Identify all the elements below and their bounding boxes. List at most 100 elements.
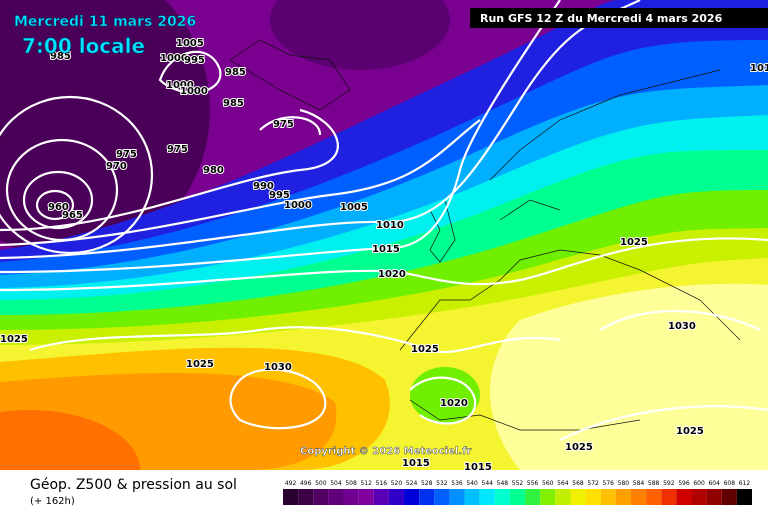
scale-swatch	[661, 489, 677, 505]
run-info: Run GFS 12 Z du Mercredi 4 mars 2026	[480, 12, 723, 25]
scale-swatch	[298, 489, 314, 505]
scale-swatch	[358, 489, 374, 505]
copyright: Copyright © 2026 Meteociel.fr	[300, 446, 471, 457]
scale-swatch	[419, 489, 435, 505]
scale-swatch	[449, 489, 465, 505]
scale-label: 544	[482, 480, 494, 487]
scale-swatch	[646, 489, 662, 505]
scale-swatch	[691, 489, 707, 505]
forecast-date: Mercredi 11 mars 2026	[14, 14, 196, 30]
isobar-label: 1025	[0, 334, 28, 345]
isobar-label: 980	[203, 165, 224, 176]
isobar-label: 985	[225, 67, 246, 78]
forecast-time: 7:00 locale	[22, 34, 145, 58]
scale-swatch	[570, 489, 586, 505]
isobar-label: 970	[106, 161, 127, 172]
isobar-label: 1025	[620, 237, 648, 248]
run-box	[470, 8, 768, 28]
isobar-label: 1020	[440, 398, 468, 409]
scale-swatch	[736, 489, 752, 505]
scale-swatch	[464, 489, 480, 505]
scale-label: 596	[678, 480, 690, 487]
isobar-label: 995	[184, 55, 205, 66]
scale-label: 500	[315, 480, 327, 487]
isobar-label: 101	[750, 63, 768, 74]
scale-swatch	[615, 489, 631, 505]
isobar-label: 975	[167, 144, 188, 155]
scale-swatch	[706, 489, 722, 505]
scale-swatch	[388, 489, 405, 505]
scale-label: 540	[466, 480, 478, 487]
scale-label: 588	[648, 480, 660, 487]
isobar-label: 1015	[402, 458, 430, 469]
color-scale: 492 496 500 504 508 512 516 520 524 528 532 536 540 5…	[283, 480, 752, 505]
isobar-label: 1020	[378, 269, 406, 280]
scale-swatch	[434, 489, 450, 505]
scale-label: 516	[376, 480, 388, 487]
isobar-label: 1025	[676, 426, 704, 437]
isobar-label: 1030	[264, 362, 292, 373]
scale-label: 548	[497, 480, 509, 487]
scale-label: 560	[542, 480, 554, 487]
isobar-label: 995	[269, 190, 290, 201]
scale-label: 496	[300, 480, 312, 487]
isobar-label: 985	[223, 98, 244, 109]
isobar-label: 975	[116, 149, 137, 160]
scale-swatch	[600, 489, 616, 505]
scale-swatch	[479, 489, 495, 505]
scale-label: 572	[587, 480, 599, 487]
scale-label: 552	[512, 480, 524, 487]
scale-swatch	[676, 489, 692, 505]
scale-label: 512	[360, 480, 372, 487]
scale-swatch	[373, 489, 389, 505]
scale-swatch	[509, 489, 526, 505]
isobar-label: 1010	[376, 220, 404, 231]
scale-label: 528	[421, 480, 433, 487]
scale-label: 568	[572, 480, 584, 487]
scale-swatch	[585, 489, 601, 505]
scale-swatch	[313, 489, 329, 505]
legend-lead: (+ 162h)	[30, 496, 75, 507]
scale-swatch	[404, 489, 420, 505]
scale-label: 556	[527, 480, 539, 487]
scale-swatch	[494, 489, 510, 505]
scale-swatch	[630, 489, 647, 505]
scale-swatch	[525, 489, 541, 505]
isobar-label: 965	[62, 210, 83, 221]
scale-label: 576	[603, 480, 615, 487]
isobar-label: 975	[273, 119, 294, 130]
isobar-label: 960	[48, 202, 69, 213]
isobars	[0, 0, 768, 441]
scale-swatch	[555, 489, 571, 505]
isobar-label: 990	[253, 181, 274, 192]
scale-swatch	[540, 489, 556, 505]
scale-label: 580	[618, 480, 630, 487]
isobar-label: 1030	[668, 321, 696, 332]
scale-label: 520	[391, 480, 403, 487]
legend-title: Géop. Z500 & pression au sol	[30, 477, 237, 493]
scale-label: 604	[708, 480, 720, 487]
scale-label: 564	[557, 480, 569, 487]
scale-label: 504	[330, 480, 342, 487]
isobar-labels: 1005 1000 995 985 985 1000 1000 985 975 …	[0, 37, 768, 474]
scale-label: 584	[633, 480, 645, 487]
scale-label: 508	[345, 480, 357, 487]
scale-label: 608	[724, 480, 736, 487]
isobar-label: 1025	[186, 359, 214, 370]
scale-swatch	[283, 489, 299, 505]
isobar-label: 1005	[176, 38, 204, 49]
isobar-label: 1025	[411, 344, 439, 355]
isobar-label: 1000	[166, 80, 194, 91]
isobar-label: 985	[50, 51, 71, 62]
isobar-label: 1015	[372, 244, 400, 255]
isobar-label: 1025	[565, 442, 593, 453]
isobar-label: 1005	[340, 202, 368, 213]
scale-label: 600	[693, 480, 705, 487]
scale-swatch	[343, 489, 359, 505]
scale-label: 592	[663, 480, 675, 487]
isobar-label: 1000	[160, 53, 188, 64]
scale-label: 492	[285, 480, 297, 487]
scale-label: 532	[436, 480, 448, 487]
